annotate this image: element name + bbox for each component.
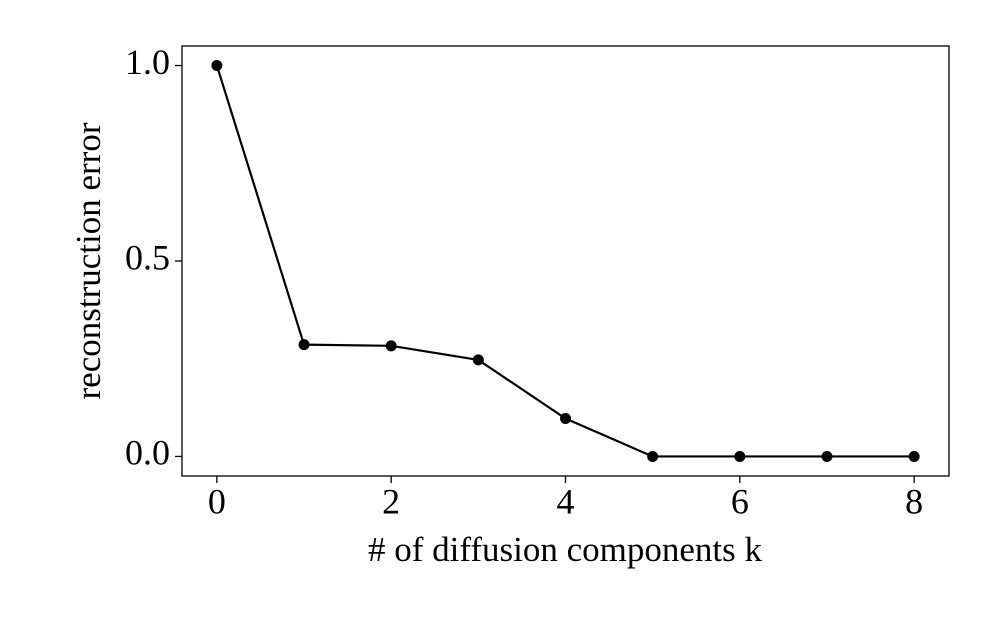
x-axis-label: # of diffusion components k xyxy=(368,530,763,569)
data-point xyxy=(647,450,659,462)
data-point xyxy=(385,340,397,352)
plot-frame xyxy=(181,45,950,477)
data-point xyxy=(560,413,571,425)
y-axis-label: reconstruction error xyxy=(69,122,108,399)
data-point xyxy=(908,450,920,462)
data-point xyxy=(472,354,484,366)
x-tick-label: 2 xyxy=(382,481,400,521)
data-point xyxy=(734,450,746,462)
data-point xyxy=(298,339,310,351)
y-tick-label: 0.0 xyxy=(125,433,170,473)
data-point xyxy=(821,450,833,462)
data-line xyxy=(215,65,915,458)
y-tick-label: 1.0 xyxy=(125,42,170,82)
x-tick-label: 0 xyxy=(208,481,226,521)
x-tick-label: 8 xyxy=(905,481,923,521)
data-point xyxy=(211,60,223,72)
x-tick-label: 4 xyxy=(557,481,575,521)
x-tick-label: 6 xyxy=(731,481,749,521)
y-tick-label: 0.5 xyxy=(125,237,170,277)
